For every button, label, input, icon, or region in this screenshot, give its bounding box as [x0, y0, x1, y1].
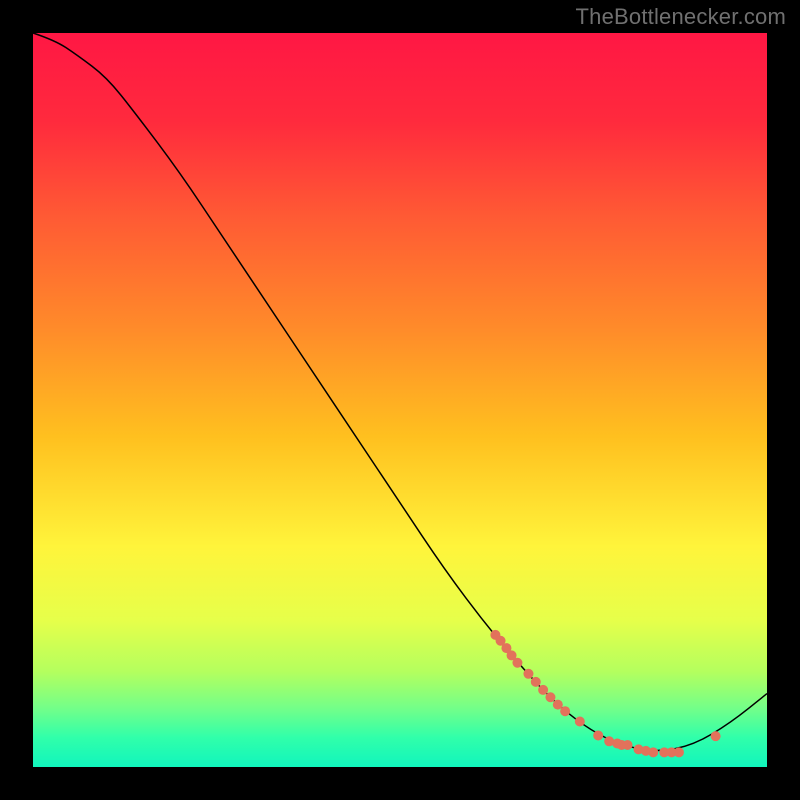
data-marker: [648, 747, 658, 757]
data-marker: [623, 740, 633, 750]
chart-svg: [0, 0, 800, 800]
data-marker: [560, 706, 570, 716]
plot-background: [33, 33, 767, 767]
watermark-text: TheBottlenecker.com: [576, 4, 786, 30]
chart-frame: TheBottlenecker.com: [0, 0, 800, 800]
data-marker: [593, 730, 603, 740]
data-marker: [711, 731, 721, 741]
data-marker: [575, 716, 585, 726]
data-marker: [674, 747, 684, 757]
data-marker: [512, 658, 522, 668]
data-marker: [531, 677, 541, 687]
data-marker: [545, 692, 555, 702]
data-marker: [538, 685, 548, 695]
data-marker: [523, 669, 533, 679]
